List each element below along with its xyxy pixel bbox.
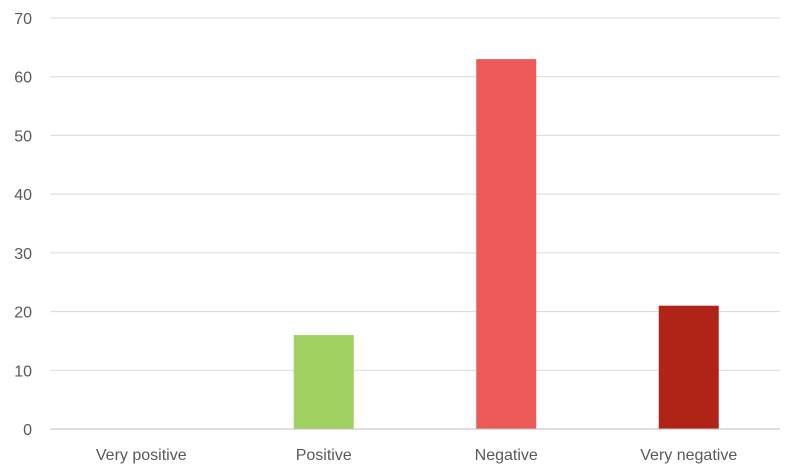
bar (293, 335, 354, 429)
y-tick-label: 70 (14, 11, 32, 28)
y-tick-label: 50 (14, 128, 32, 145)
bar (476, 59, 537, 429)
y-tick-label: 40 (14, 187, 32, 204)
y-axis-tick-labels: 0 10 20 30 40 50 60 70 (14, 11, 32, 439)
bars (293, 59, 719, 429)
gridlines (50, 17, 780, 371)
bar (658, 305, 719, 429)
y-tick-label: 60 (14, 70, 32, 87)
y-tick-label: 20 (14, 305, 32, 322)
x-tick-label: Negative (475, 447, 538, 464)
x-tick-label: Very negative (640, 447, 737, 464)
y-tick-label: 30 (14, 246, 32, 263)
x-tick-label: Positive (296, 447, 352, 464)
x-axis-tick-labels: Very positive Positive Negative Very negati… (96, 447, 737, 464)
y-tick-label: 0 (23, 422, 32, 439)
x-tick-label: Very positive (96, 447, 187, 464)
y-tick-label: 10 (14, 363, 32, 380)
